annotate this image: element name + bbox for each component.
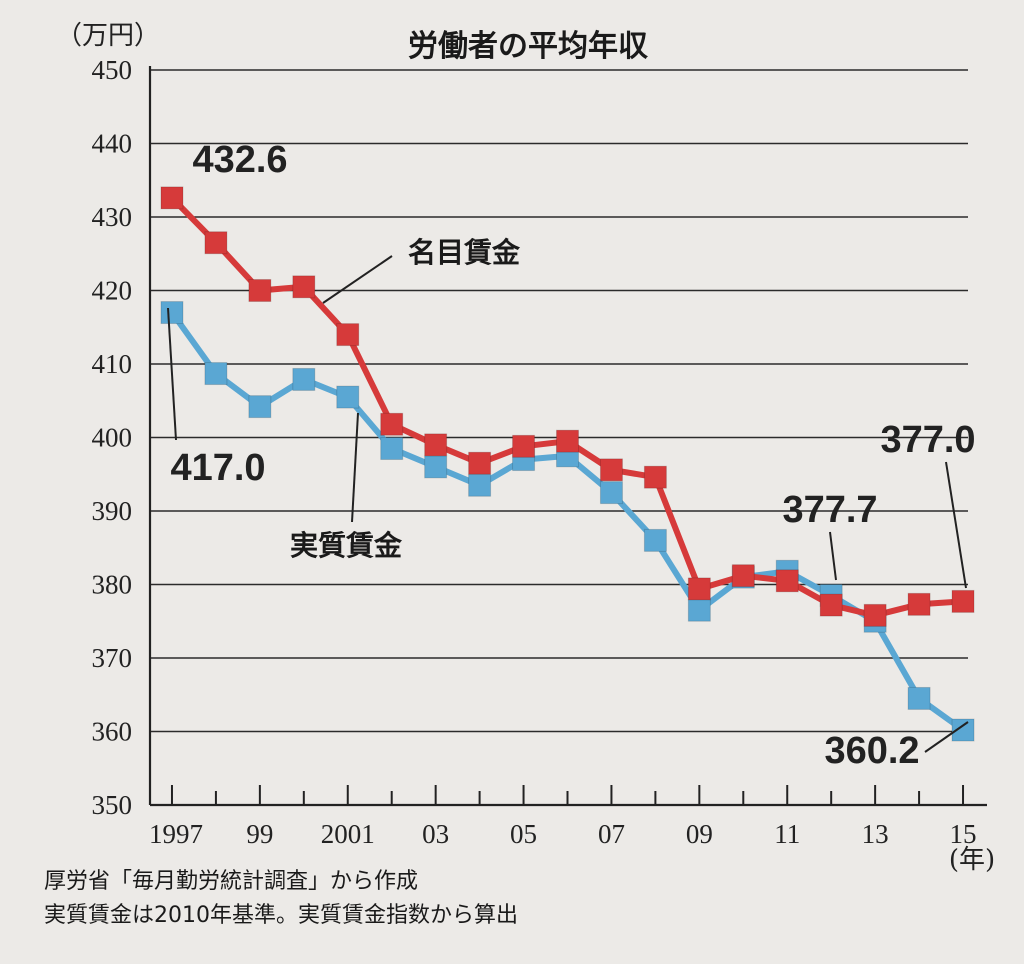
data-point-nominal-1999	[248, 279, 272, 302]
leader-nominal-2015	[945, 461, 967, 589]
y-tick-label-380: 380	[92, 570, 133, 600]
data-point-nominal-2010	[731, 564, 755, 588]
data-point-real-2000	[292, 367, 316, 391]
data-point-nominal-2015	[951, 589, 975, 613]
data-point-real-2009	[687, 598, 711, 622]
data-point-real-1998	[204, 362, 228, 386]
y-tick-label-370: 370	[92, 643, 133, 673]
y-tick-label-350: 350	[92, 790, 133, 820]
data-point-real-2002	[380, 437, 404, 461]
data-label-2012: 377.7	[782, 489, 877, 531]
x-tick-label-05: 05	[510, 819, 537, 849]
data-point-real-2004	[468, 473, 492, 497]
data-point-nominal-2003	[424, 433, 448, 457]
y-tick-label-400: 400	[92, 423, 133, 453]
data-point-nominal-1998	[204, 231, 228, 255]
x-tick-label-09: 09	[686, 819, 713, 849]
leader-real-series	[351, 412, 359, 523]
data-label-nominal-2015: 377.0	[880, 419, 975, 461]
leader-2012	[829, 531, 837, 581]
axes	[148, 66, 987, 807]
data-point-nominal-2011	[775, 569, 799, 593]
base-year-note: 実質賃金は2010年基準。実質賃金指数から算出	[44, 903, 518, 928]
y-tick-label-420: 420	[92, 276, 133, 306]
y-tick-label-410: 410	[92, 349, 133, 379]
data-point-real-2008	[643, 528, 667, 552]
data-label-real-2015: 360.2	[824, 730, 919, 772]
y-tick-label-450: 450	[92, 55, 133, 85]
leader-real-2015	[924, 721, 969, 753]
y-tick-label-440: 440	[92, 129, 133, 159]
data-point-nominal-2014	[907, 592, 931, 616]
x-unit-label: (年)	[949, 845, 995, 875]
data-point-nominal-2013	[863, 603, 887, 627]
x-tick-label-13: 13	[862, 819, 889, 849]
data-point-nominal-2001	[336, 323, 360, 347]
y-unit-label: （万円）	[56, 21, 160, 51]
series-label-real: 実質賃金	[290, 529, 403, 562]
x-tick-label-15: 15	[950, 819, 977, 849]
data-point-real-2003	[424, 455, 448, 479]
data-point-nominal-2008	[643, 465, 667, 489]
data-point-nominal-2012	[819, 593, 843, 617]
data-point-real-1999	[248, 395, 272, 419]
x-tick-label-03: 03	[422, 819, 449, 849]
y-tick-label-430: 430	[92, 202, 133, 232]
data-point-nominal-2004	[468, 451, 492, 475]
series-label-nominal: 名目賃金	[408, 236, 521, 269]
series-lines	[160, 186, 975, 742]
x-tick-label-1997: 1997	[149, 819, 203, 849]
data-point-nominal-2002	[380, 412, 404, 436]
label-leader-lines	[167, 255, 969, 753]
data-point-real-2007	[599, 481, 623, 505]
x-tick-label-99: 99	[246, 819, 273, 849]
chart-title: 労働者の平均年収	[408, 29, 649, 64]
y-tick-label-360: 360	[92, 717, 133, 747]
data-point-real-2014	[907, 686, 931, 710]
data-point-nominal-2000	[292, 275, 316, 299]
leader-real-1997	[167, 307, 177, 441]
x-tick-labels: 1997 99 2001 03 05 07 09 11 13 15	[149, 819, 977, 849]
data-point-real-2015	[951, 718, 975, 742]
x-tick-label-07: 07	[598, 819, 625, 849]
data-label-real-1997: 417.0	[170, 447, 265, 489]
data-point-real-1997	[160, 301, 184, 325]
data-point-nominal-2007	[599, 458, 623, 482]
y-tick-label-390: 390	[92, 496, 133, 526]
source-note: 厚労省「毎月勤労統計調査」から作成	[44, 869, 418, 894]
data-point-real-2001	[336, 385, 360, 409]
x-tick-label-11: 11	[774, 819, 800, 849]
data-point-nominal-1997	[160, 186, 184, 210]
data-label-nominal-1997: 432.6	[192, 139, 287, 181]
data-point-nominal-2009	[687, 577, 711, 601]
y-tick-labels: 350 360 370 380 390 400 410 420 430 440 450	[92, 55, 133, 820]
x-tick-label-2001: 2001	[321, 819, 375, 849]
leader-nominal-series	[322, 255, 393, 304]
data-point-nominal-2005	[512, 434, 536, 458]
data-point-nominal-2006	[556, 429, 579, 453]
